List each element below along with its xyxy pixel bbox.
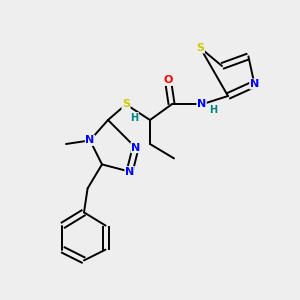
Text: N: N xyxy=(197,99,206,110)
Text: N: N xyxy=(131,142,140,153)
Text: N: N xyxy=(125,167,134,177)
Text: N: N xyxy=(85,135,94,146)
Text: H: H xyxy=(130,112,139,123)
Text: S: S xyxy=(196,43,204,53)
Text: O: O xyxy=(163,75,173,85)
Text: S: S xyxy=(122,99,130,110)
Text: N: N xyxy=(250,79,259,89)
Text: H: H xyxy=(209,105,218,116)
